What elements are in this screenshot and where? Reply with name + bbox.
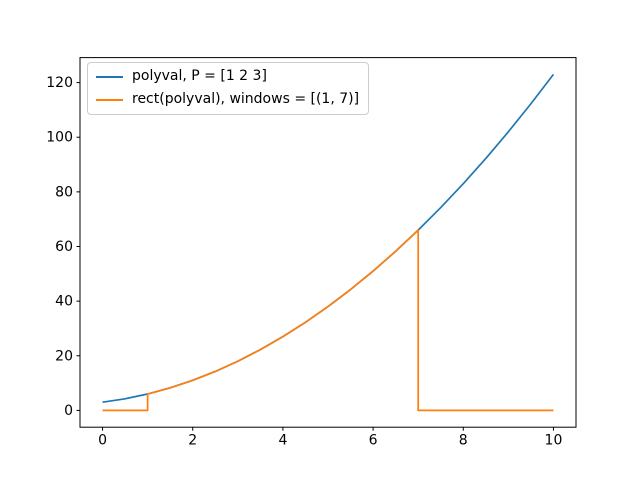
x-axis-tick-label: 0 xyxy=(98,433,107,449)
y-axis-tick-label: 0 xyxy=(64,403,73,419)
series-line-1 xyxy=(102,229,554,412)
y-axis-tick-label: 20 xyxy=(55,348,73,364)
y-axis-tick-label: 80 xyxy=(55,184,73,200)
series-line-0 xyxy=(102,73,555,404)
y-axis-tick-label: 100 xyxy=(46,130,73,146)
legend-item: rect(polyval), windows = [(1, 7)] xyxy=(96,91,359,108)
x-axis-tick-label: 10 xyxy=(545,433,563,449)
legend-line-swatch xyxy=(96,98,123,101)
x-axis-tick-label: 4 xyxy=(278,433,287,449)
y-axis-tick-label: 60 xyxy=(55,239,73,255)
y-axis-tick-label: 40 xyxy=(55,294,73,310)
legend-line-swatch xyxy=(96,75,123,78)
x-axis-tick-label: 8 xyxy=(459,433,468,449)
legend-label: polyval, P = [1 2 3] xyxy=(132,68,267,84)
axes-frame xyxy=(79,57,577,428)
legend-item: polyval, P = [1 2 3] xyxy=(96,68,359,85)
x-axis-tick-label: 6 xyxy=(369,433,378,449)
legend-label: rect(polyval), windows = [(1, 7)] xyxy=(132,91,360,107)
x-axis-tick-label: 2 xyxy=(188,433,197,449)
y-axis-tick-label: 120 xyxy=(46,75,73,91)
legend: polyval, P = [1 2 3] rect(polyval), wind… xyxy=(87,62,370,115)
